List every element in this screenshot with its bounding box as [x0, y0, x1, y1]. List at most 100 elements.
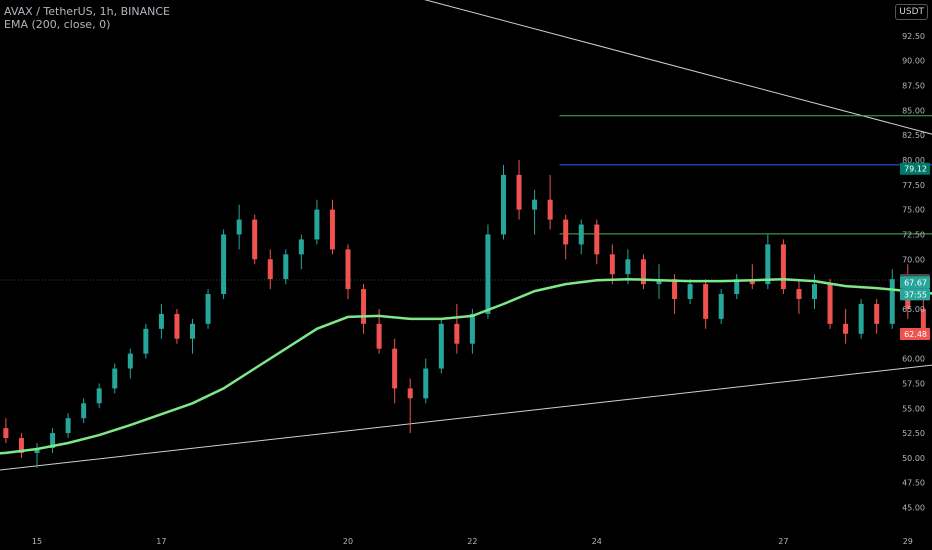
candle-body — [221, 234, 227, 295]
candle-body — [267, 259, 273, 280]
candle-body — [283, 254, 289, 280]
candle-body — [672, 279, 678, 300]
candle-body — [765, 244, 771, 285]
candle-body — [594, 224, 600, 255]
price-tick-label: 82.50 — [902, 131, 925, 140]
chart-legend: AVAX / TetherUS, 1h, BINANCE EMA (200, c… — [4, 5, 170, 31]
ema-line — [0, 277, 932, 455]
price-axis[interactable]: 92.50 90.00 87.50 85.00 82.50 80.00 77.50 75.00… — [900, 32, 930, 513]
candle-body — [3, 428, 9, 439]
price-tick-label: 45.00 — [902, 504, 925, 513]
candle-body — [749, 279, 755, 285]
price-tick-label: 92.50 — [902, 32, 925, 41]
candle-body — [687, 284, 693, 300]
price-tick-label: 90.00 — [902, 57, 925, 66]
candle-body — [734, 279, 740, 295]
time-tick-label: 27 — [778, 537, 788, 546]
candle-body — [718, 294, 724, 319]
candles-layer — [0, 160, 932, 468]
candle-body — [158, 313, 164, 329]
price-tick-label: 50.00 — [902, 454, 925, 463]
time-tick-label: 22 — [467, 537, 477, 546]
time-axis[interactable]: 15172022242729Oct46811 — [32, 537, 932, 546]
price-tick-label: 55.00 — [902, 404, 925, 413]
price-tick-label: 57.50 — [902, 379, 925, 388]
price-tick-label: 72.50 — [902, 230, 925, 239]
candle-body — [889, 279, 895, 324]
candle-body — [812, 284, 817, 300]
candle-body — [314, 209, 320, 240]
candle-body — [625, 259, 631, 275]
candle-body — [205, 294, 211, 324]
candle-body — [780, 244, 786, 290]
price-tag-label: 62.48 — [904, 330, 927, 339]
candle-body — [112, 368, 118, 389]
drawing-layer: 1.272(84.46)1(79.51)0.618(72.56) — [0, 0, 932, 471]
candle-body — [656, 279, 662, 285]
price-tag-label: 79.12 — [904, 165, 927, 174]
time-tick-label: 15 — [32, 537, 42, 546]
price-tick-label: 52.50 — [902, 429, 925, 438]
time-tick-label: 20 — [343, 537, 353, 546]
candle-body — [252, 219, 258, 260]
candle-body — [609, 254, 615, 275]
candle-body — [423, 368, 429, 399]
price-tick-label: 85.00 — [902, 106, 925, 115]
candle-body — [174, 313, 180, 339]
trendline-ascending-support — [0, 364, 932, 471]
candle-body — [501, 174, 506, 235]
price-tick-label: 60.00 — [902, 355, 925, 364]
symbol-title[interactable]: AVAX / TetherUS, 1h, BINANCE — [4, 5, 170, 18]
price-tag — [900, 327, 930, 340]
candle-body — [469, 313, 475, 344]
candle-body — [578, 224, 584, 245]
candle-body — [236, 219, 242, 235]
price-tag-label: 37:55 — [904, 290, 927, 299]
candle-body — [640, 259, 646, 285]
candle-body — [532, 199, 538, 210]
price-tag — [900, 276, 930, 289]
time-tick-label: 24 — [592, 537, 602, 546]
ema-legend[interactable]: EMA (200, close, 0) — [4, 18, 111, 31]
candle-body — [345, 249, 351, 290]
price-tick-label: 65.00 — [902, 305, 925, 314]
candle-body — [298, 239, 304, 255]
candle-body — [438, 323, 444, 369]
price-tick-label: 87.50 — [902, 82, 925, 91]
price-tag-label: 67.67 — [904, 278, 927, 287]
candle-body — [127, 353, 133, 369]
candle-body — [190, 323, 195, 339]
trendline-descending-resistance — [424, 0, 932, 135]
candle-body — [547, 199, 553, 220]
candle-body — [874, 303, 880, 324]
candle-body — [34, 447, 40, 453]
candle-body — [329, 209, 335, 250]
candle-body — [516, 174, 522, 210]
candle-body — [143, 328, 149, 354]
price-tick-label: 77.50 — [902, 181, 925, 190]
candle-body — [361, 289, 367, 324]
candle-body — [407, 388, 413, 399]
candle-body — [18, 438, 24, 453]
candle-body — [796, 289, 802, 300]
price-tick-label: 80.00 — [902, 156, 925, 165]
price-tag — [900, 162, 930, 175]
price-tick-label: 70.00 — [902, 255, 925, 264]
candle-body — [454, 323, 460, 344]
candle-body — [392, 348, 398, 389]
price-tick-label: 75.00 — [902, 206, 925, 215]
candle-body — [376, 323, 382, 349]
currency-button[interactable]: USDT — [895, 4, 928, 20]
candle-body — [843, 323, 849, 334]
time-tick-label: 29 — [903, 537, 913, 546]
price-tick-label: 47.50 — [902, 479, 925, 488]
candle-body — [703, 284, 709, 319]
candle-body — [65, 418, 71, 434]
candle-body — [858, 303, 864, 334]
price-tag — [900, 288, 930, 301]
candle-body — [563, 219, 569, 245]
candle-body — [96, 388, 102, 404]
candle-body — [827, 284, 833, 324]
candle-body — [81, 403, 87, 419]
